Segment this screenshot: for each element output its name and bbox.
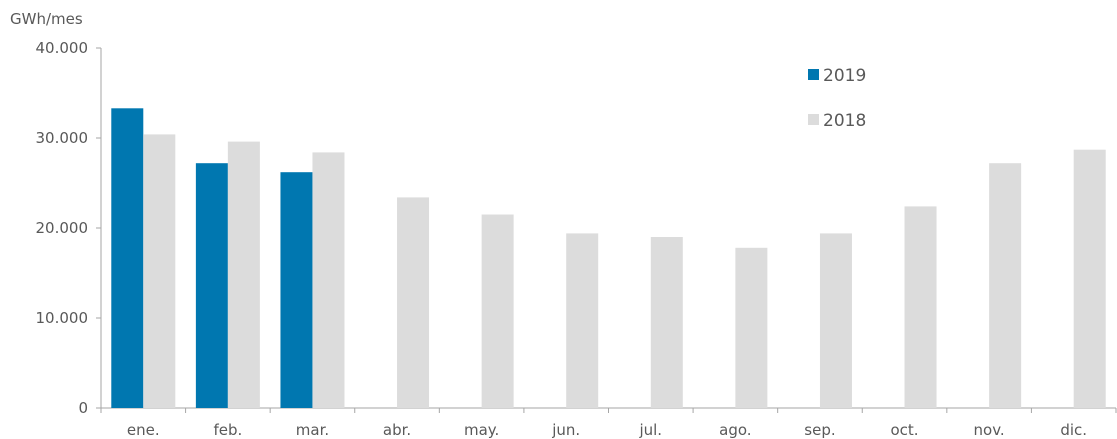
y-tick-label: 0 (78, 399, 88, 417)
x-tick-label: abr. (383, 421, 411, 439)
bar-2019-mar (280, 172, 313, 408)
bar-2018-nov (989, 163, 1022, 408)
x-tick-label: mar. (296, 421, 329, 439)
legend-label-2018: 2018 (823, 111, 866, 131)
x-tick-label: feb. (213, 421, 242, 439)
x-tick-label: jun. (551, 421, 580, 439)
bar-2018-may (481, 214, 514, 408)
y-axis-label: GWh/mes (10, 10, 83, 28)
x-tick-label: may. (464, 421, 499, 439)
x-tick-label: sep. (804, 421, 835, 439)
bar-2019-feb (195, 163, 228, 408)
bar-2018-dic (1073, 149, 1106, 408)
y-tick-label: 20.000 (36, 219, 89, 237)
legend: 2019 2018 (808, 66, 866, 131)
bar-2018-sep (819, 233, 852, 408)
bar-2018-ago (735, 247, 768, 408)
x-tick-label: ene. (127, 421, 160, 439)
bars (111, 108, 1106, 409)
bar-2018-abr (397, 197, 430, 408)
y-axis: 0 10.000 20.000 30.000 40.000 (36, 39, 102, 417)
y-tick-label: 40.000 (36, 39, 89, 57)
bar-2018-jun (566, 233, 599, 408)
x-tick-label: jul. (638, 421, 662, 439)
x-axis: ene. feb. mar. abr. may. jun. jul. ago. sep. oct.… (100, 407, 1117, 439)
bar-2019-ene (111, 108, 144, 409)
x-tick-label: nov. (974, 421, 1005, 439)
y-tick-label: 10.000 (36, 309, 89, 327)
x-tick-label: oct. (891, 421, 919, 439)
y-tick-label: 30.000 (36, 129, 89, 147)
bar-2018-oct (904, 206, 937, 408)
bar-2018-mar (312, 152, 345, 408)
x-tick-label: dic. (1060, 421, 1087, 439)
legend-swatch-2019 (808, 69, 819, 80)
x-tick-label: ago. (719, 421, 751, 439)
legend-swatch-2018 (808, 114, 819, 125)
bar-2018-ene (143, 134, 176, 408)
legend-label-2019: 2019 (823, 66, 866, 86)
bar-2018-feb (227, 141, 260, 408)
bar-2018-jul (650, 237, 683, 408)
